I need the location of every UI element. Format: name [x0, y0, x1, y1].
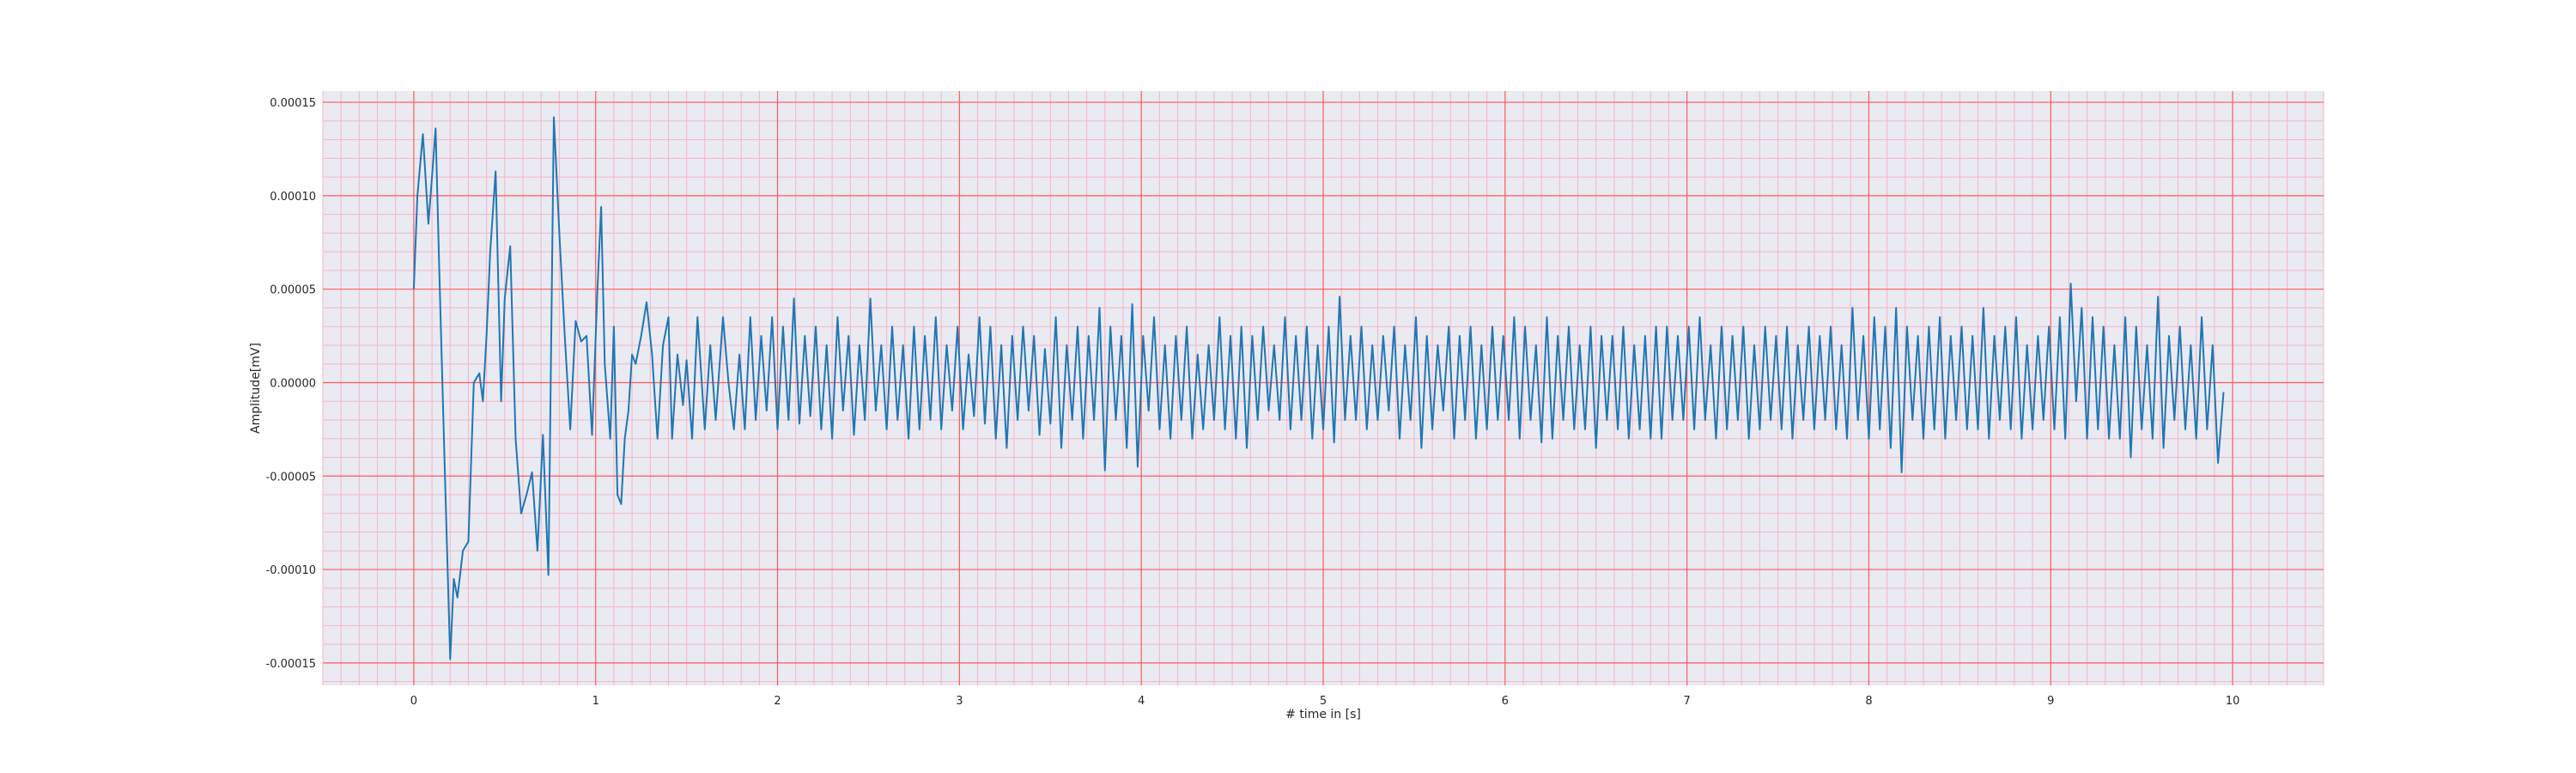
y-tick-label: 0.00005 — [270, 284, 316, 297]
series-layer — [412, 116, 2225, 660]
x-tick-label: 10 — [2226, 695, 2240, 708]
y-tick-label: 0.00015 — [270, 97, 316, 110]
x-axis-label: # time in [s] — [1285, 708, 1361, 721]
x-tick-label: 8 — [1865, 695, 1872, 708]
x-tick-label: 0 — [410, 695, 417, 708]
x-tick-label: 1 — [592, 695, 599, 708]
x-tick-label: 9 — [2047, 695, 2054, 708]
y-tick-label: -0.00010 — [266, 564, 316, 577]
x-tick-label: 5 — [1320, 695, 1327, 708]
y-tick-label: -0.00005 — [266, 471, 316, 484]
y-tick-label: 0.00010 — [270, 191, 316, 204]
x-tick-label: 2 — [774, 695, 781, 708]
y-axis-ticks: 0.00015 0.00010 0.00005 0.00000 -0.00005 -0.0… — [266, 97, 316, 671]
y-tick-label: 0.00000 — [270, 377, 316, 390]
y-tick-label: -0.00015 — [266, 658, 316, 671]
x-tick-label: 3 — [956, 695, 963, 708]
x-tick-label: 6 — [1502, 695, 1509, 708]
series-line-signal — [412, 116, 2225, 660]
x-axis-ticks: 0 1 2 3 4 5 6 7 8 9 10 — [410, 695, 2240, 708]
y-axis-label: Amplitude[mV] — [249, 343, 263, 434]
x-tick-label: 7 — [1683, 695, 1690, 708]
x-tick-label: 4 — [1138, 695, 1145, 708]
